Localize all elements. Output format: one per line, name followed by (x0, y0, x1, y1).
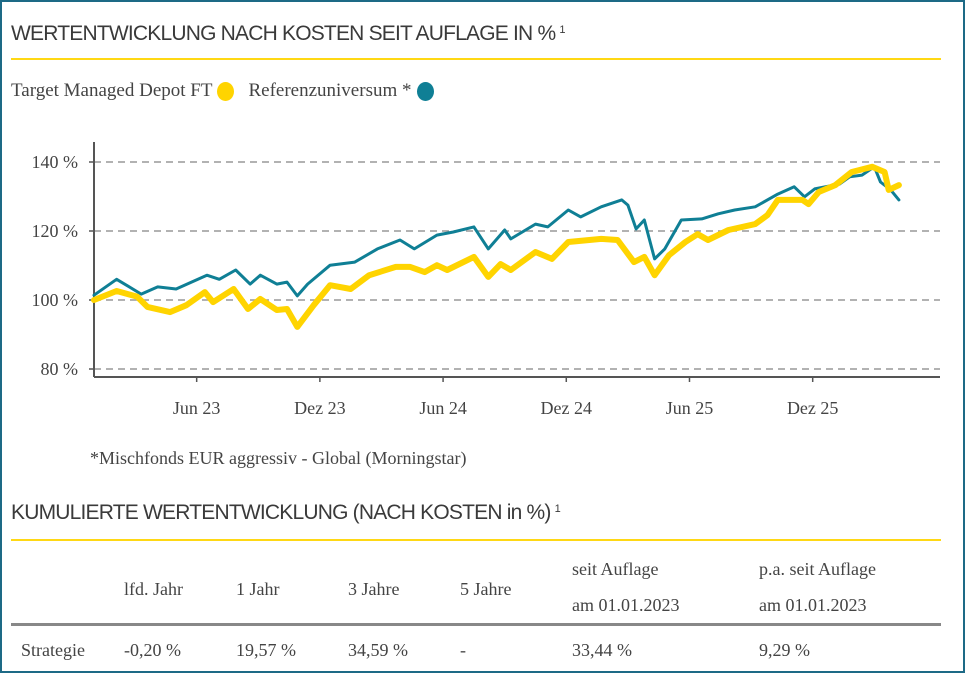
x-tick-label: Jun 25 (666, 398, 714, 418)
y-tick-label: 80 % (41, 359, 79, 379)
header-lfd-jahr: lfd. Jahr (124, 579, 183, 599)
x-tick-label: Dez 23 (294, 398, 345, 418)
x-tick-label: Dez 24 (541, 398, 592, 418)
table-divider (11, 623, 941, 626)
chart-legend: Target Managed Depot FT Referenzuniversu… (11, 80, 448, 102)
cell-pa-seit-auflage: 9,29 % (759, 640, 810, 660)
legend-label-depot: Target Managed Depot FT (11, 80, 213, 101)
row-label-strategie: Strategie (21, 640, 85, 660)
y-tick-label: 120 % (32, 221, 79, 241)
header-pa-date: am 01.01.2023 (759, 595, 867, 615)
cell-lfd-jahr: -0,20 % (124, 640, 181, 660)
table-title-text: KUMULIERTE WERTENTWICKLUNG (NACH KOSTEN … (11, 501, 551, 524)
header-pa-seit-auflage: p.a. seit Auflage (759, 559, 876, 579)
table-title-underline (11, 539, 941, 541)
cell-1-jahr: 19,57 % (236, 640, 296, 660)
chart-title-text: WERTENTWICKLUNG NACH KOSTEN SEIT AUFLAGE… (11, 22, 556, 45)
x-tick-label: Dez 25 (787, 398, 838, 418)
line-chart: 80 % 100 % 120 % 140 % Jun 23 Dez 23 Jun 24 Dez… (32, 142, 940, 418)
y-tick-label: 140 % (32, 152, 79, 172)
table-footnote-marker: 1 (554, 503, 561, 515)
cell-3-jahre: 34,59 % (348, 640, 408, 660)
chart-footnote: *Mischfonds EUR aggressiv - Global (Morn… (90, 448, 467, 468)
title-underline (11, 58, 941, 60)
header-5-jahre: 5 Jahre (460, 579, 512, 599)
legend-dot-depot-icon (217, 81, 235, 101)
series-line-reference (92, 165, 901, 298)
legend-dot-reference-icon (416, 81, 434, 101)
table-title: KUMULIERTE WERTENTWICKLUNG (NACH KOSTEN … (11, 501, 561, 525)
x-tick-label: Jun 24 (419, 398, 467, 418)
header-3-jahre: 3 Jahre (348, 579, 400, 599)
legend-label-reference: Referenzuniversum * (248, 80, 412, 101)
series-line-depot (91, 163, 902, 330)
x-tick-label: Jun 23 (173, 398, 221, 418)
footnote-marker: 1 (559, 24, 565, 36)
header-seit-auflage: seit Auflage (572, 559, 659, 579)
header-seit-auflage-date: am 01.01.2023 (572, 595, 680, 615)
cell-5-jahre: - (460, 640, 466, 660)
chart-title: WERTENTWICKLUNG NACH KOSTEN SEIT AUFLAGE… (11, 22, 565, 46)
header-1-jahr: 1 Jahr (236, 579, 280, 599)
cell-seit-auflage: 33,44 % (572, 640, 632, 660)
y-tick-label: 100 % (32, 290, 79, 310)
